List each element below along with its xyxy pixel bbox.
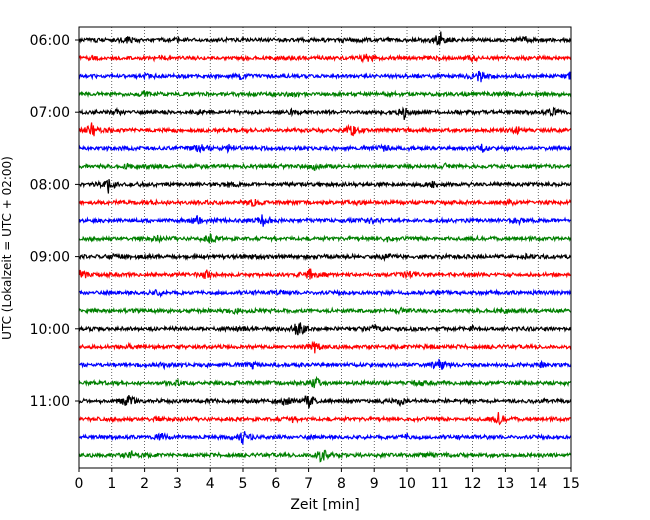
trace-0930 (78, 288, 572, 299)
x-tick-label: 4 (206, 476, 215, 492)
trace-0745 (78, 162, 572, 172)
y-tick-label: 10:00 (30, 322, 70, 338)
seismic-traces (78, 31, 572, 463)
x-tick-label: 11 (431, 476, 449, 492)
trace-1130 (78, 431, 572, 445)
x-tick-label: 0 (75, 476, 84, 492)
y-axis-ticks: 06:00 07:00 08:00 09:00 10:00 11:00 (30, 33, 79, 410)
trace-1015 (78, 340, 572, 354)
x-tick-label: 7 (304, 476, 313, 492)
trace-1115 (78, 412, 572, 426)
plot-frame (78, 26, 572, 469)
trace-0600 (78, 31, 572, 46)
y-tick-label: 07:00 (30, 105, 70, 121)
trace-0845 (78, 232, 572, 244)
trace-1145 (78, 449, 572, 463)
y-tick-label: 09:00 (30, 250, 70, 266)
x-tick-label: 13 (496, 476, 514, 492)
trace-0815 (79, 198, 572, 208)
x-tick-label: 2 (140, 476, 149, 492)
y-tick-label: 06:00 (30, 33, 70, 49)
x-axis-label: Zeit [min] (290, 497, 359, 513)
trace-0630 (78, 70, 572, 83)
x-tick-label: 3 (173, 476, 182, 492)
trace-0900 (78, 252, 572, 262)
x-tick-label: 5 (239, 476, 248, 492)
x-tick-label: 6 (271, 476, 280, 492)
y-axis-label: UTC (Lokalzeit = UTC + 02:00) (0, 156, 14, 340)
trace-1030 (79, 358, 572, 371)
trace-0800 (78, 179, 572, 194)
trace-0945 (78, 306, 572, 316)
x-tick-label: 14 (529, 476, 547, 492)
x-tick-label: 10 (398, 476, 416, 492)
y-tick-label: 11:00 (30, 394, 70, 410)
y-tick-label: 08:00 (30, 177, 70, 193)
trace-0615 (78, 53, 572, 64)
trace-1000 (78, 322, 572, 336)
x-tick-label: 12 (464, 476, 482, 492)
x-tick-label: 15 (562, 476, 580, 492)
trace-0730 (78, 143, 572, 155)
trace-0830 (78, 214, 572, 227)
x-tick-label: 8 (337, 476, 346, 492)
trace-1045 (78, 375, 572, 389)
trace-0915 (78, 268, 572, 280)
trace-0715 (78, 122, 572, 137)
x-axis-ticks: 0 1 2 3 4 5 6 7 8 9 10 11 12 13 14 15 (75, 468, 580, 492)
trace-0700 (78, 106, 572, 120)
trace-1100 (78, 395, 572, 409)
x-tick-label: 1 (107, 476, 116, 492)
trace-0645 (78, 89, 572, 99)
x-tick-label: 9 (370, 476, 379, 492)
